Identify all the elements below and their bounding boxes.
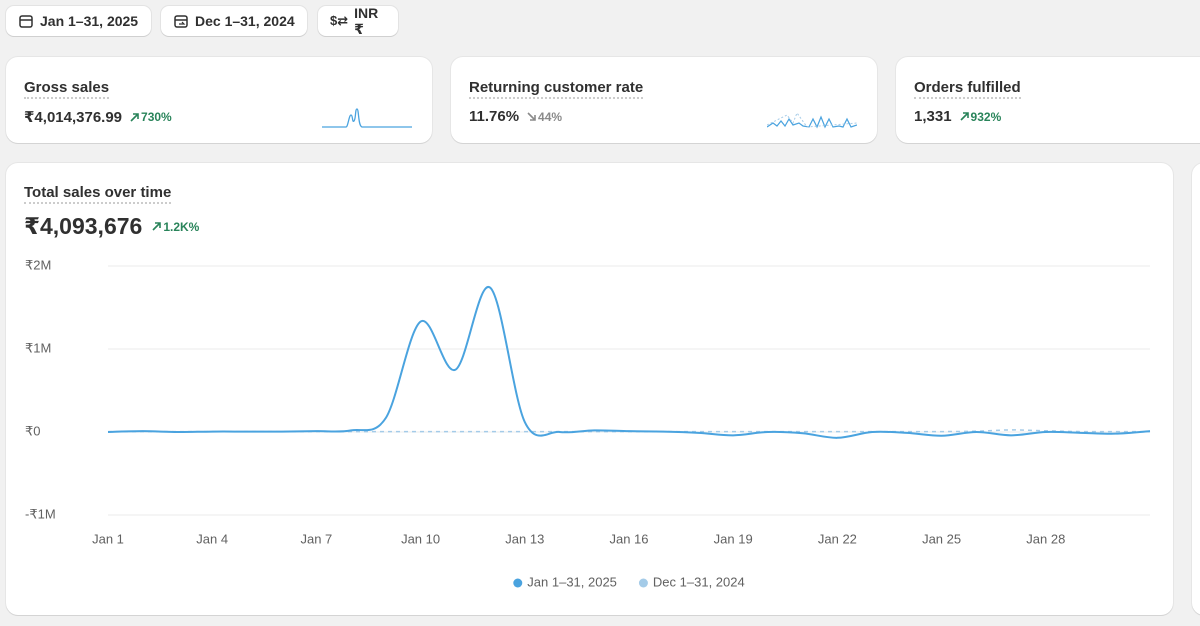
metric-title: Gross sales xyxy=(24,79,110,99)
compare-button[interactable]: Dec 1–31, 2024 xyxy=(161,6,307,36)
metric-value: 1,331 xyxy=(914,108,952,125)
metric-card[interactable]: Returning customer rate 11.76% 44% xyxy=(451,57,877,143)
legend-dot xyxy=(513,578,523,588)
total-value: ₹4,093,676 xyxy=(24,213,143,239)
legend-label: Dec 1–31, 2024 xyxy=(653,574,745,589)
series-line xyxy=(107,286,1151,439)
change-text: 1.2K% xyxy=(163,219,200,234)
up-arrow xyxy=(152,222,162,231)
sparkline xyxy=(767,111,857,129)
up-arrow xyxy=(959,112,969,121)
legend-label: Jan 1–31, 2025 xyxy=(527,574,617,589)
calendar-icon xyxy=(174,15,188,28)
chart: -₹1M ₹0 ₹1M ₹2M Jan 1 Jan 4 Jan 7 Jan 10 Jan 13 J… xyxy=(25,257,1151,589)
metric-value: 11.76% xyxy=(469,108,520,125)
chart-title: Total sales over time xyxy=(24,184,172,204)
y-tick-label: ₹0 xyxy=(25,423,41,438)
sparkline xyxy=(322,108,412,128)
total-change: 1.2K% xyxy=(152,220,199,234)
calendar-icon xyxy=(19,15,33,28)
metric-title: Returning customer rate xyxy=(469,79,644,99)
metric-title: Orders fulfilled xyxy=(914,79,1021,99)
date-button[interactable]: Jan 1–31, 2025 xyxy=(6,6,151,36)
x-tick-label: Jan 25 xyxy=(922,531,961,546)
x-tick-label: Jan 4 xyxy=(196,531,228,546)
metric-change: 932% xyxy=(959,109,1002,124)
button-label: INR ₹ xyxy=(354,4,379,37)
y-tick-label: -₹1M xyxy=(25,506,56,521)
metric-card[interactable]: Gross sales ₹4,014,376.99 730% xyxy=(6,57,432,143)
metric-change: 44% xyxy=(527,110,562,124)
y-tick-label: ₹1M xyxy=(25,340,51,355)
change-text: 44% xyxy=(538,109,563,124)
change-text: 932% xyxy=(970,109,1002,124)
x-tick-label: Jan 7 xyxy=(300,531,332,546)
x-tick-label: Jan 1 xyxy=(92,531,124,546)
x-tick-label: Jan 10 xyxy=(401,531,440,546)
x-tick-label: Jan 28 xyxy=(1026,531,1065,546)
x-tick-label: Jan 19 xyxy=(714,531,753,546)
x-tick-label: Jan 13 xyxy=(505,531,544,546)
metric-change: 730% xyxy=(130,110,172,124)
metric-value: ₹4,014,376.99 xyxy=(24,109,123,126)
metric-card[interactable]: Orders fulfilled 1,331 932% xyxy=(896,57,1200,143)
currency-icon: $⇄ xyxy=(330,13,349,28)
down-arrow xyxy=(527,112,536,121)
chart-card: Total sales over time ₹4,093,676 1.2K% -… xyxy=(6,163,1173,615)
x-tick-label: Jan 16 xyxy=(609,531,648,546)
currency-button[interactable]: $⇄ INR ₹ xyxy=(318,4,398,37)
up-arrow xyxy=(130,112,139,122)
x-tick-label: Jan 22 xyxy=(818,531,857,546)
y-tick-label: ₹2M xyxy=(25,257,51,272)
button-label: Jan 1–31, 2025 xyxy=(40,13,139,29)
change-text: 730% xyxy=(141,110,172,124)
side-card xyxy=(1192,163,1200,615)
legend-dot xyxy=(638,578,648,588)
button-label: Dec 1–31, 2024 xyxy=(195,13,295,29)
